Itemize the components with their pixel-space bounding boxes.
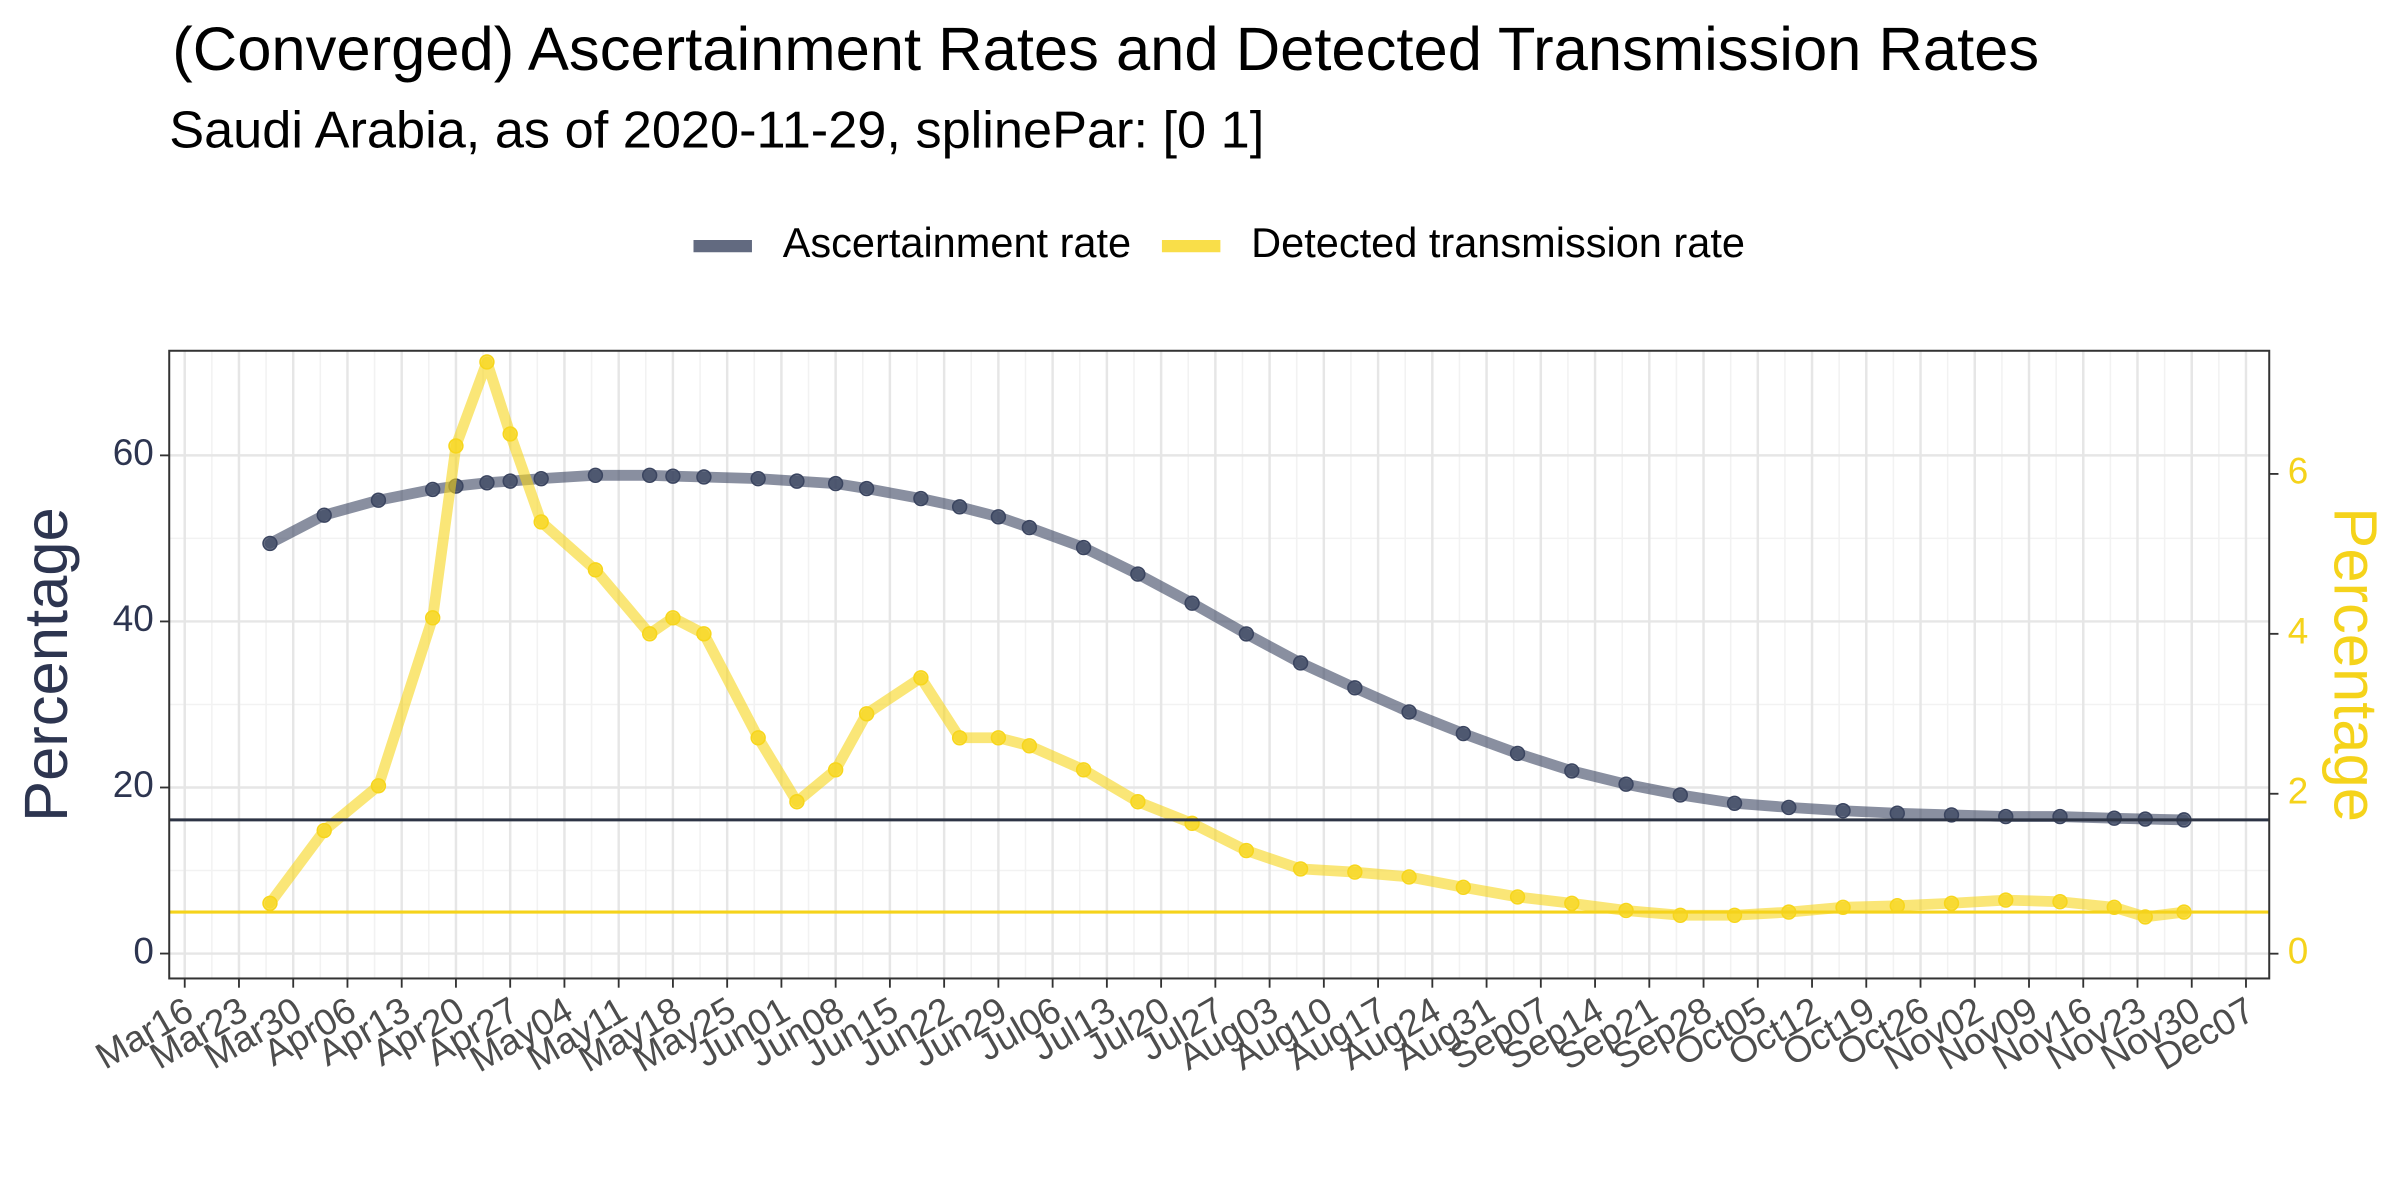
data-point	[1509, 889, 1526, 905]
data-point	[951, 499, 968, 515]
series-line	[264, 356, 2190, 923]
data-point	[750, 470, 766, 487]
data-point	[1130, 566, 1146, 582]
chart-title: (Converged) Ascertainment Rates and Dete…	[172, 15, 2039, 84]
data-point	[2052, 894, 2068, 910]
data-point	[479, 354, 495, 370]
data-point	[262, 895, 278, 911]
data-point	[1889, 898, 1905, 914]
y-tick-label: 20	[113, 764, 154, 805]
data-point	[750, 730, 766, 746]
data-point	[913, 490, 929, 507]
legend: Ascertainment rate Detected transmission …	[693, 219, 1745, 266]
data-point	[1672, 787, 1688, 803]
data-point	[370, 778, 387, 794]
grid	[169, 350, 2270, 979]
data-point	[1726, 795, 1743, 811]
plot-area	[169, 354, 2270, 925]
data-point	[858, 706, 875, 722]
axes: Mar16Mar23Mar30Apr06Apr13Apr20Apr27May04…	[12, 432, 2390, 1080]
data-point	[425, 481, 441, 498]
plot-frame	[168, 349, 2271, 980]
data-point	[448, 438, 464, 454]
data-point	[1021, 519, 1038, 536]
data-point	[587, 467, 604, 484]
data-point	[1130, 794, 1146, 810]
data-point	[262, 535, 278, 552]
y2-tick-label: 0	[2288, 930, 2309, 971]
data-point	[533, 470, 549, 487]
data-point	[316, 822, 332, 839]
data-point	[990, 509, 1007, 525]
data-point	[789, 794, 805, 810]
y-tick-label: 60	[113, 432, 154, 473]
y2-axis-title: Percentage	[2321, 507, 2390, 822]
data-point	[827, 762, 844, 778]
data-point	[1618, 776, 1634, 792]
data-point	[1292, 655, 1309, 671]
data-point	[1075, 762, 1092, 778]
data-point	[479, 475, 495, 491]
data-point	[641, 626, 658, 642]
data-point	[665, 610, 681, 626]
data-point	[789, 473, 805, 489]
data-point	[1238, 626, 1255, 642]
data-point	[1672, 907, 1688, 923]
y-tick-label: 0	[133, 930, 154, 971]
data-point	[1564, 763, 1580, 779]
y-tick-label: 40	[113, 598, 154, 639]
data-point	[827, 475, 844, 492]
data-point	[1726, 907, 1743, 923]
data-point	[1943, 895, 1960, 911]
data-point	[587, 562, 604, 578]
data-point	[913, 670, 929, 686]
data-point	[1618, 902, 1634, 919]
data-point	[533, 514, 549, 530]
data-point	[1184, 595, 1200, 611]
data-point	[1401, 869, 1417, 885]
data-point	[1292, 861, 1309, 877]
data-point	[1564, 895, 1580, 911]
data-point	[1509, 745, 1526, 762]
data-point	[951, 730, 968, 746]
data-point	[316, 507, 332, 523]
data-point	[696, 469, 712, 485]
data-point	[1835, 803, 1851, 819]
data-point	[990, 730, 1007, 746]
data-point	[1998, 892, 2014, 908]
data-point	[696, 626, 712, 642]
data-point	[1021, 738, 1038, 754]
data-point	[2106, 810, 2122, 826]
data-point	[425, 610, 441, 626]
data-point	[1455, 725, 1472, 742]
data-point	[858, 480, 875, 497]
data-point	[502, 426, 518, 442]
data-point	[370, 492, 387, 508]
y2-tick-label: 2	[2288, 771, 2309, 812]
data-point	[1401, 704, 1417, 720]
data-point	[641, 467, 658, 484]
data-point	[1347, 864, 1363, 880]
data-point	[1075, 539, 1092, 556]
legend-label: Ascertainment rate	[783, 219, 1131, 266]
data-point	[665, 468, 681, 484]
data-point	[1238, 842, 1255, 859]
y2-tick-label: 4	[2288, 611, 2309, 652]
data-point	[1781, 799, 1797, 816]
data-point	[1347, 680, 1363, 696]
chart-subtitle: Saudi Arabia, as of 2020-11-29, splinePa…	[169, 102, 1264, 160]
y-axis-title: Percentage	[12, 507, 81, 822]
y2-tick-label: 6	[2288, 451, 2309, 492]
data-point	[1889, 805, 1905, 821]
data-point	[1455, 879, 1472, 895]
legend-label: Detected transmission rate	[1251, 219, 1745, 266]
data-point	[502, 473, 518, 489]
series-line	[264, 469, 2190, 826]
